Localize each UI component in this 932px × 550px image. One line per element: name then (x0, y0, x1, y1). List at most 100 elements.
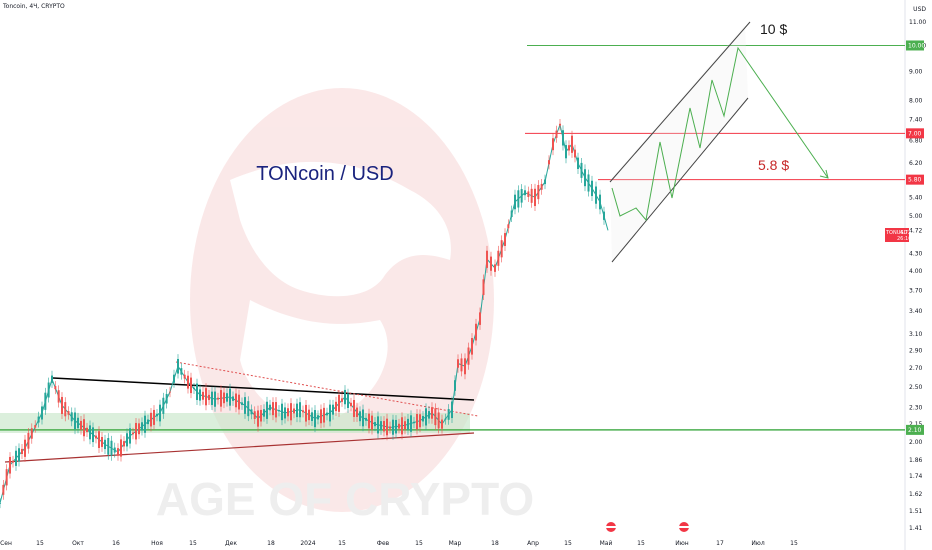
candle-body (211, 391, 213, 405)
candle-body (229, 388, 231, 406)
candle-body (383, 420, 385, 432)
y-tick-label: 4.30 (909, 250, 923, 257)
y-tick-label: 3.10 (909, 331, 923, 338)
candle-body (92, 427, 94, 443)
candle-body (497, 250, 500, 266)
candle-body (534, 188, 536, 207)
candle-body (244, 397, 246, 414)
candle-body (467, 347, 470, 365)
candle-body (517, 190, 520, 208)
x-tick-label: 18 (267, 540, 275, 547)
candle-body (263, 409, 265, 417)
candle-body (500, 240, 503, 258)
y-tick-label: 2.50 (909, 384, 923, 391)
candle-body (362, 409, 364, 427)
level-price-tag (906, 174, 924, 185)
candle-body (135, 422, 137, 440)
candle-body (101, 436, 103, 447)
candle-body (247, 401, 250, 417)
candle-body (169, 391, 171, 393)
last-price-countdown: 26:10 (897, 236, 911, 242)
projection-zigzag (611, 46, 829, 222)
candle-body (380, 421, 382, 430)
candle-body (250, 409, 253, 415)
candle-body (603, 211, 605, 220)
candle-body (464, 358, 466, 375)
candle-body (486, 250, 488, 268)
candle-body (419, 414, 421, 428)
y-tick-label: 2.00 (909, 439, 923, 446)
level-price-label: 7.00 (908, 130, 922, 137)
resistance-trendline (52, 377, 475, 401)
candle-body (64, 402, 67, 417)
candle-body (9, 456, 11, 474)
candle-body (260, 409, 262, 422)
candle-body (287, 408, 289, 417)
candle-body (269, 404, 271, 411)
candle-body (41, 406, 43, 420)
x-tick-label: Апр (527, 540, 539, 547)
candle-body (12, 460, 14, 463)
candle-body (77, 417, 79, 429)
level-price-tag (906, 40, 924, 51)
candle-body (57, 390, 60, 403)
x-tick-label: 18 (491, 540, 499, 547)
candle-body (571, 135, 573, 153)
event-icon-2[interactable] (679, 522, 689, 532)
candle-body (44, 392, 47, 410)
candle-body (392, 419, 394, 435)
x-tick-label: 15 (637, 540, 645, 547)
candle-body (144, 415, 146, 433)
candle-body (398, 423, 400, 429)
candle-body (599, 194, 601, 210)
channel-lower-line (611, 97, 749, 263)
candle-body (335, 401, 337, 412)
candle-body (123, 441, 125, 447)
x-tick-label: Июл (751, 540, 765, 547)
event-icon-1[interactable] (606, 522, 616, 532)
candle-body (98, 431, 100, 448)
candle-body (266, 401, 268, 419)
x-tick-label: Дек (225, 540, 237, 547)
candle-body (70, 412, 73, 422)
symbol-header: Toncoin, 4Ч, CRYPTO (3, 3, 65, 10)
candle-body (110, 440, 113, 456)
x-tick-label: Май (600, 540, 613, 547)
dotted-trendline (175, 361, 479, 417)
candle-body (95, 435, 97, 439)
x-tick-label: 16 (112, 540, 120, 547)
candle-body (587, 174, 590, 192)
candle-body (187, 375, 189, 389)
level-price-label: 2.10 (908, 427, 922, 434)
candle-body (332, 404, 334, 415)
candle-body (431, 407, 433, 419)
candle-body (404, 421, 406, 430)
x-tick-label: Сен (0, 540, 12, 547)
candle-body (223, 392, 225, 404)
x-tick-label: 15 (564, 540, 572, 547)
candle-body (544, 179, 546, 185)
candle-body (27, 432, 30, 449)
x-tick-label: 15 (790, 540, 798, 547)
candle-body (47, 382, 50, 398)
candle-body (323, 407, 325, 423)
candle-body (374, 422, 376, 427)
candle-body (138, 423, 140, 435)
price-axis: 1.41 1.51 1.62 1.74 1.86 2.00 2.15 2.30 2.50 2.70… (904, 0, 926, 550)
candle-body (205, 388, 207, 406)
candle-body (153, 409, 155, 425)
x-tick-label: 15 (36, 540, 44, 547)
y-tick-label: 5.40 (909, 194, 923, 201)
candle-body (67, 411, 70, 415)
candle-body (290, 403, 292, 421)
candle-body (183, 374, 186, 379)
candle-body (482, 279, 485, 296)
candle-body (159, 404, 161, 422)
candle-body (530, 188, 533, 203)
candle-body (299, 402, 301, 418)
candle-body (120, 439, 122, 457)
candle-body (217, 397, 219, 400)
y-tick-label: 2.15 (909, 421, 923, 428)
target-label-mid: 5.8 $ (758, 157, 789, 173)
